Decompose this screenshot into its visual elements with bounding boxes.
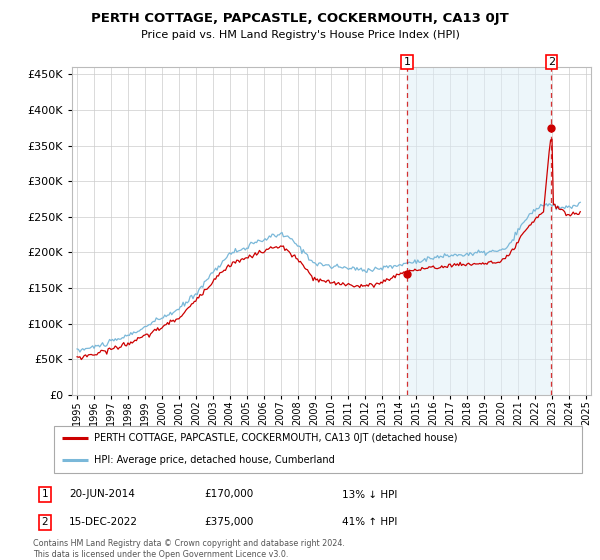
Text: PERTH COTTAGE, PAPCASTLE, COCKERMOUTH, CA13 0JT: PERTH COTTAGE, PAPCASTLE, COCKERMOUTH, C… — [91, 12, 509, 25]
Text: 1: 1 — [404, 57, 410, 67]
Text: 13% ↓ HPI: 13% ↓ HPI — [342, 489, 397, 500]
Text: £375,000: £375,000 — [204, 517, 253, 528]
Text: Price paid vs. HM Land Registry's House Price Index (HPI): Price paid vs. HM Land Registry's House … — [140, 30, 460, 40]
FancyBboxPatch shape — [54, 426, 582, 473]
Text: 41% ↑ HPI: 41% ↑ HPI — [342, 517, 397, 528]
Text: PERTH COTTAGE, PAPCASTLE, COCKERMOUTH, CA13 0JT (detached house): PERTH COTTAGE, PAPCASTLE, COCKERMOUTH, C… — [94, 433, 457, 444]
Text: 2: 2 — [548, 57, 555, 67]
Text: 15-DEC-2022: 15-DEC-2022 — [69, 517, 138, 528]
Bar — [407, 67, 551, 395]
Text: HPI: Average price, detached house, Cumberland: HPI: Average price, detached house, Cumb… — [94, 455, 334, 465]
Text: £170,000: £170,000 — [204, 489, 253, 500]
Text: 2: 2 — [41, 517, 49, 528]
Text: 1: 1 — [41, 489, 49, 500]
Text: 20-JUN-2014: 20-JUN-2014 — [69, 489, 135, 500]
Text: Contains HM Land Registry data © Crown copyright and database right 2024.
This d: Contains HM Land Registry data © Crown c… — [33, 539, 345, 559]
